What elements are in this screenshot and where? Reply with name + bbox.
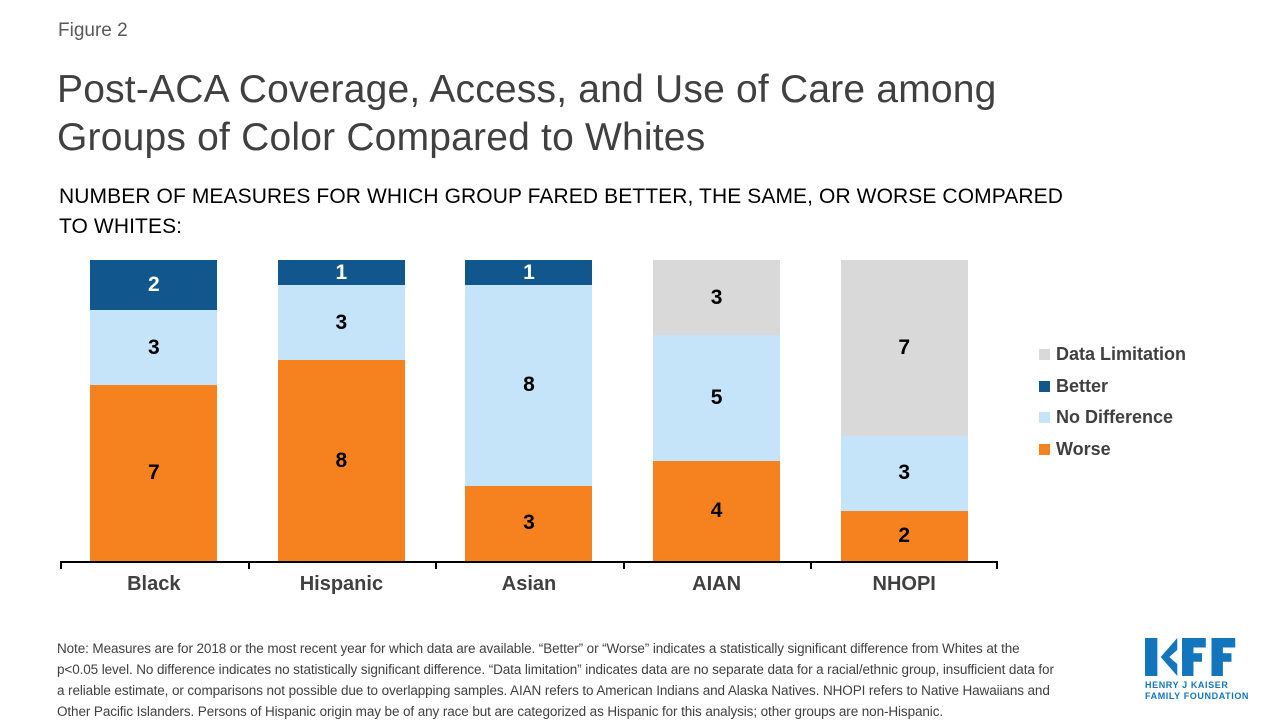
kff-logo-line2: FAMILY FOUNDATION	[1145, 691, 1250, 701]
segment-worse-hispanic: 8	[277, 360, 405, 561]
x-axis-tick	[60, 561, 62, 569]
x-axis-tick	[996, 561, 998, 569]
legend-item-no-difference: No Difference	[1039, 402, 1186, 434]
chart-subtitle-line2: TO WHITES:	[59, 215, 183, 238]
category-label-asian: Asian	[501, 573, 557, 595]
segment-no-difference-nhopi: 3	[840, 435, 968, 511]
note-line2: p<0.05 level. No difference indicates no…	[57, 662, 1054, 677]
segment-data-limitation-aian: 3	[653, 260, 781, 336]
segment-worse-asian: 3	[465, 485, 593, 561]
chart-title-line2: Groups of Color Compared to Whites	[57, 116, 706, 159]
legend-swatch-worse	[1039, 443, 1050, 455]
x-axis-line	[60, 561, 998, 563]
legend-label-no-difference: No Difference	[1056, 407, 1174, 428]
x-axis-tick	[435, 561, 438, 569]
x-axis-labels: Black Hispanic Asian AIAN NHOPI	[60, 573, 998, 596]
segment-data-limitation-nhopi: 7	[840, 260, 968, 436]
chart-title: Post-ACA Coverage, Access, and Use of Ca…	[57, 66, 997, 162]
segment-worse-black: 7	[90, 385, 218, 561]
legend-label-worse: Worse	[1056, 438, 1111, 459]
segment-no-difference-black: 3	[90, 310, 218, 386]
segment-worse-aian: 4	[653, 460, 781, 561]
x-axis-tick	[622, 561, 625, 569]
note-text: Note: Measures are for 2018 or the most …	[57, 638, 1054, 720]
category-label-black: Black	[127, 573, 181, 595]
segment-better-asian: 1	[465, 260, 593, 286]
figure-label: Figure 2	[58, 20, 128, 41]
category-label-hispanic: Hispanic	[299, 573, 384, 595]
category-label-aian: AIAN	[692, 573, 742, 595]
note-line3: a reliable estimate, or comparisons not …	[57, 683, 1050, 698]
segment-no-difference-aian: 5	[653, 335, 781, 461]
x-axis-tick	[810, 561, 813, 569]
legend: Data Limitation Better No Difference Wor…	[1039, 339, 1186, 465]
segment-better-black: 2	[90, 260, 218, 311]
legend-swatch-no-difference	[1039, 412, 1050, 424]
legend-label-data-limitation: Data Limitation	[1056, 344, 1187, 365]
legend-swatch-better	[1039, 380, 1050, 392]
x-axis-tick	[247, 561, 250, 569]
segment-worse-nhopi: 2	[840, 510, 968, 561]
legend-item-better: Better	[1039, 371, 1186, 403]
segment-no-difference-asian: 8	[465, 285, 593, 486]
chart-subtitle-line1: NUMBER OF MEASURES FOR WHICH GROUP FARED…	[59, 185, 1064, 208]
legend-item-data-limitation: Data Limitation	[1039, 339, 1186, 371]
segment-no-difference-hispanic: 3	[277, 285, 405, 361]
chart-subtitle: NUMBER OF MEASURES FOR WHICH GROUP FARED…	[59, 182, 1063, 242]
segment-better-hispanic: 1	[277, 260, 405, 286]
kff-logo-glyphs	[1145, 638, 1236, 676]
kff-logo-text: HENRY J KAISER FAMILY FOUNDATION	[1145, 680, 1255, 702]
note-line4: Other Pacific Islanders. Persons of Hisp…	[57, 704, 943, 719]
kff-logo: HENRY J KAISER FAMILY FOUNDATION	[1145, 637, 1255, 702]
legend-swatch-data-limitation	[1039, 349, 1050, 361]
legend-item-worse: Worse	[1039, 434, 1186, 466]
legend-label-better: Better	[1056, 375, 1109, 396]
kff-logo-line1: HENRY J KAISER	[1145, 680, 1229, 690]
note-line1: Note: Measures are for 2018 or the most …	[57, 641, 1020, 656]
category-label-nhopi: NHOPI	[872, 573, 936, 595]
chart-title-line1: Post-ACA Coverage, Access, and Use of Ca…	[57, 68, 997, 111]
